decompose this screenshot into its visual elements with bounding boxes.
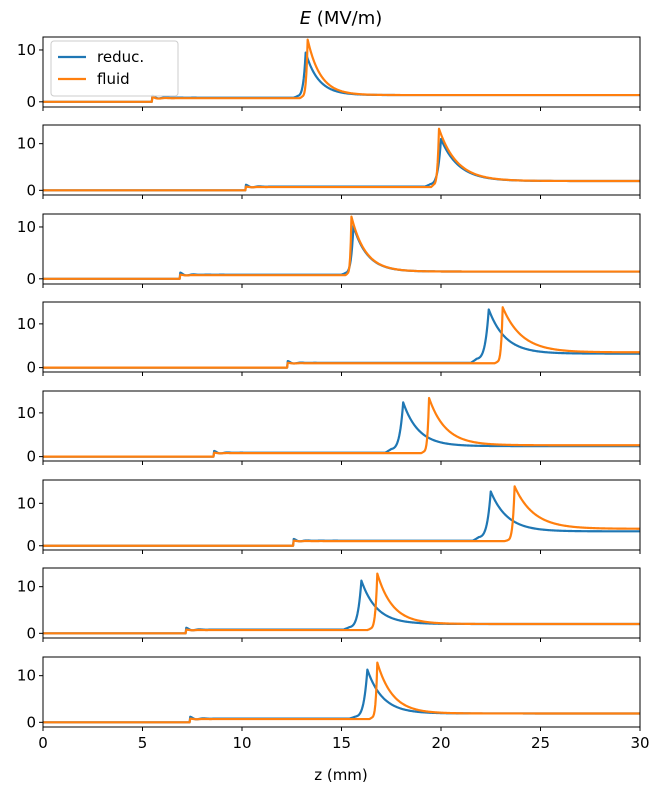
title-symbol: E (300, 8, 312, 29)
y-tick-label: 0 (26, 359, 36, 377)
panel-frame (42, 390, 641, 462)
y-tick-label: 0 (26, 270, 36, 288)
title-unit: (MV/m) (311, 8, 382, 29)
x-axis: 0 5 10 15 20 25 30 (38, 734, 649, 752)
legend: reduc. fluid (50, 40, 179, 97)
y-tick-label: 0 (26, 448, 36, 466)
y-tick-label: 10 (17, 404, 36, 422)
y-tick-label: 10 (17, 135, 36, 153)
x-tick-label: 10 (232, 734, 251, 752)
y-tick-label: 10 (17, 218, 36, 236)
series-line-fluid (43, 485, 640, 547)
y-tick-label: 10 (17, 494, 36, 512)
series-line-reduc (43, 579, 640, 635)
panel-3: 0 10 (17, 213, 641, 288)
series-line-fluid (43, 127, 640, 192)
panel-5: 0 10 (17, 390, 641, 466)
panels-group: 0 10 0 10 0 10 0 10 0 10 0 10 0 10 0 10 (17, 36, 641, 731)
legend-label: reduc. (97, 48, 144, 66)
panel-8: 0 10 (17, 656, 641, 731)
y-tick-label: 0 (26, 93, 36, 111)
y-tick-label: 0 (26, 624, 36, 642)
figure-title: E (MV/m) (300, 8, 383, 29)
x-tick-label: 20 (431, 734, 450, 752)
x-tick-label: 25 (531, 734, 550, 752)
x-axis-label: z (mm) (314, 766, 368, 784)
legend-label: fluid (97, 70, 130, 88)
panel-frame (42, 301, 641, 373)
panel-frame (42, 479, 641, 551)
x-tick-label: 0 (38, 734, 48, 752)
y-tick-label: 0 (26, 713, 36, 731)
y-tick-label: 0 (26, 181, 36, 199)
panel-frame (42, 656, 641, 728)
legend-box (50, 40, 179, 97)
panel-6: 0 10 (17, 479, 641, 555)
y-tick-label: 0 (26, 537, 36, 555)
y-tick-label: 10 (17, 667, 36, 685)
y-tick-label: 10 (17, 315, 36, 333)
y-tick-label: 10 (17, 578, 36, 596)
series-line-reduc (43, 490, 640, 547)
x-tick-label: 15 (332, 734, 351, 752)
panel-frame (42, 124, 641, 196)
series-line-fluid (43, 306, 640, 369)
series-line-fluid (43, 215, 640, 280)
series-line-fluid (43, 572, 640, 635)
panel-1: 0 10 (17, 36, 641, 111)
y-tick-label: 10 (17, 41, 36, 59)
x-tick-label: 5 (138, 734, 148, 752)
series-line-fluid (43, 661, 640, 724)
x-tick-label: 30 (630, 734, 649, 752)
panel-frame (42, 567, 641, 639)
panel-4: 0 10 (17, 301, 641, 377)
series-line-reduc (43, 401, 640, 458)
panel-2: 0 10 (17, 124, 641, 199)
series-line-fluid (43, 396, 640, 458)
series-line-reduc (43, 308, 640, 369)
series-line-fluid (43, 38, 640, 103)
panel-7: 0 10 (17, 567, 641, 642)
series-line-reduc (43, 137, 640, 192)
